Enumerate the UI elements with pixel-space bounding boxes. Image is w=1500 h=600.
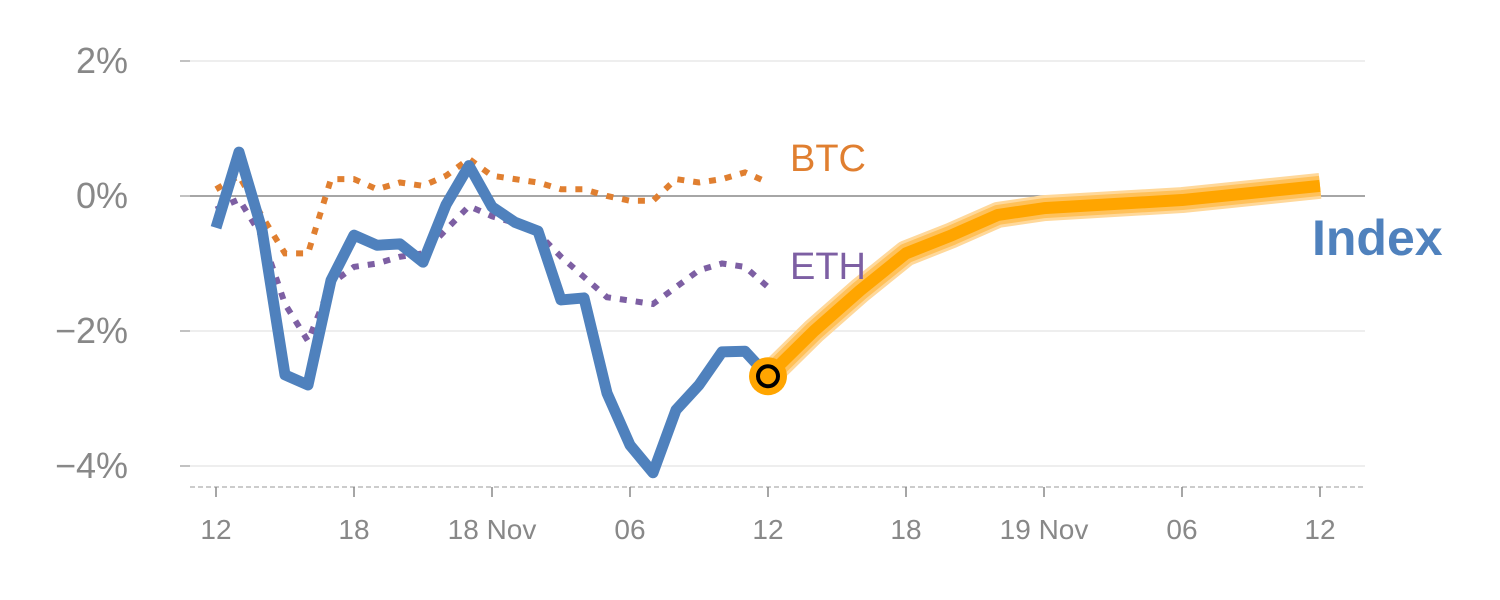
x-tick-label: 06 bbox=[614, 514, 645, 545]
x-tick-label: 18 Nov bbox=[448, 514, 537, 545]
x-tick-label: 12 bbox=[752, 514, 783, 545]
current-point-ring bbox=[756, 364, 780, 389]
y-tick-label: 2% bbox=[76, 40, 128, 81]
forecast-line bbox=[763, 179, 1321, 381]
btc-label: BTC bbox=[790, 138, 866, 180]
eth-label: ETH bbox=[790, 246, 866, 288]
x-tick-label: 12 bbox=[200, 514, 231, 545]
x-tick-label: 12 bbox=[1304, 514, 1335, 545]
x-tick-label: 18 bbox=[338, 514, 369, 545]
x-tick-label: 18 bbox=[890, 514, 921, 545]
index-series-line bbox=[210, 146, 773, 479]
index-label: Index bbox=[1312, 210, 1443, 266]
eth-series-line bbox=[214, 195, 770, 348]
y-tick-label: −4% bbox=[55, 445, 128, 486]
y-tick-label: −2% bbox=[55, 310, 128, 351]
x-tick-label: 19 Nov bbox=[1000, 514, 1089, 545]
y-tick-label: 0% bbox=[76, 175, 128, 216]
current-point-marker bbox=[749, 357, 787, 396]
x-tick-label: 06 bbox=[1166, 514, 1197, 545]
